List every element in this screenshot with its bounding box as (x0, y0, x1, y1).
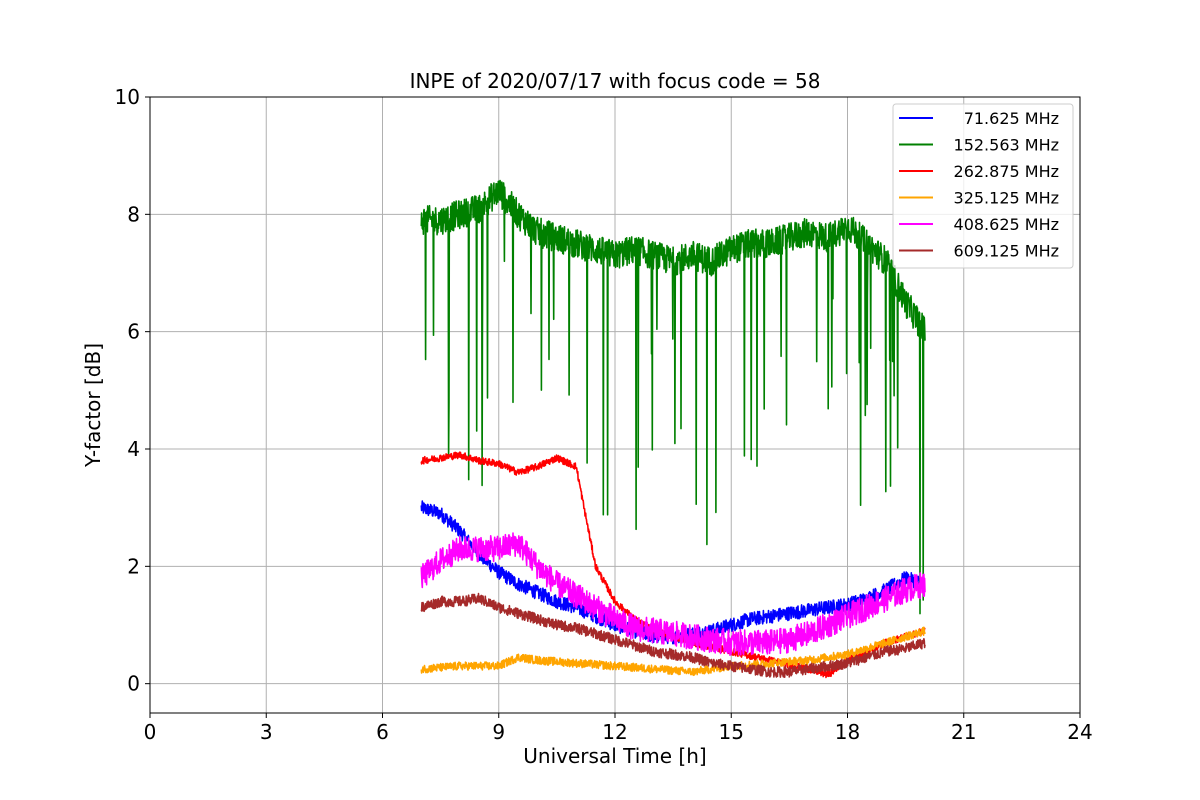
series-line-0 (420, 500, 926, 645)
x-axis-label: Universal Time [h] (523, 744, 706, 768)
x-tick-label: 21 (951, 720, 976, 744)
y-tick-label: 8 (127, 202, 140, 226)
y-tick-label: 0 (127, 672, 140, 696)
x-tick-label: 6 (376, 720, 389, 744)
series-line-3 (420, 626, 926, 677)
x-tick-label: 18 (835, 720, 860, 744)
x-tick-label: 0 (144, 720, 157, 744)
series-line-1 (420, 179, 926, 615)
legend-label-2: 262.875 MHz (954, 162, 1059, 181)
x-tick-label: 12 (602, 720, 627, 744)
legend-label-5: 609.125 MHz (954, 242, 1059, 261)
legend-box (892, 103, 1074, 269)
series-layer (420, 179, 926, 679)
y-tick-label: 6 (127, 320, 140, 344)
y-tick-label: 2 (127, 554, 140, 578)
x-tick-label: 3 (260, 720, 273, 744)
y-axis-ticks: 0 2 4 6 8 10 (115, 85, 150, 696)
y-tick-label: 4 (127, 437, 140, 461)
legend-label-0: 71.625 MHz (964, 109, 1059, 128)
x-axis-ticks: 0 3 6 9 12 15 18 21 24 (144, 713, 1093, 744)
y-axis-label: Y-factor [dB] (81, 343, 105, 468)
legend-label-4: 408.625 MHz (954, 215, 1059, 234)
chart-title: INPE of 2020/07/17 with focus code = 58 (410, 69, 821, 93)
legend-label-1: 152.563 MHz (954, 136, 1059, 155)
x-tick-label: 9 (492, 720, 505, 744)
series-line-4 (420, 532, 926, 656)
x-tick-label: 24 (1067, 720, 1092, 744)
legend-label-3: 325.125 MHz (954, 189, 1059, 208)
x-tick-label: 15 (719, 720, 744, 744)
legend: 71.625 MHz 152.563 MHz 262.875 MHz 325.125 … (892, 103, 1074, 269)
y-tick-label: 10 (115, 85, 140, 109)
series-line-5 (420, 592, 926, 678)
